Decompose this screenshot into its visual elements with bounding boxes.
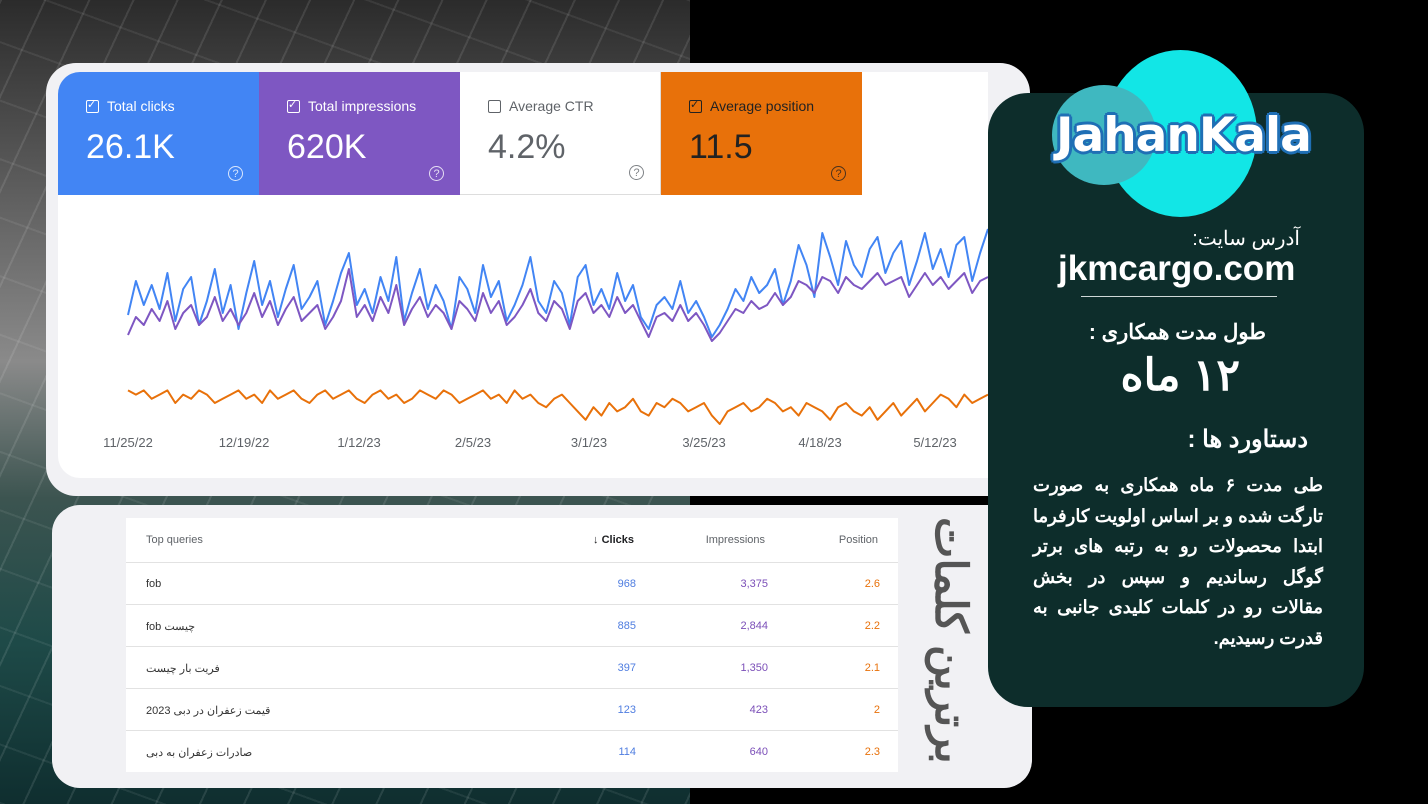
- position-cell: 2.6: [864, 578, 880, 590]
- metric-total-impressions[interactable]: Total impressions 620K ?: [259, 72, 460, 195]
- metric-total-clicks[interactable]: Total clicks 26.1K ?: [58, 72, 259, 195]
- query-cell: fob: [146, 578, 162, 590]
- achievements-label: دستاورد ها :: [1187, 426, 1308, 453]
- header-clicks-label: Clicks: [601, 534, 634, 546]
- metric-value: 4.2%: [488, 128, 566, 166]
- header-top-queries[interactable]: Top queries: [146, 534, 203, 546]
- position-cell: 2.2: [864, 620, 880, 632]
- table-row[interactable]: قیمت زعفران در دبی 2023 123 423 2: [126, 688, 898, 731]
- help-icon[interactable]: ?: [429, 166, 444, 181]
- table-row[interactable]: صادرات زعفران به دبی 114 640 2.3: [126, 730, 898, 773]
- series-line-total-clicks: [127, 228, 988, 338]
- x-tick-label: 3/1/23: [570, 435, 608, 450]
- divider: [1081, 296, 1277, 297]
- x-tick-label: 5/12/23: [913, 435, 957, 450]
- sort-arrow-icon: ↓: [593, 534, 599, 546]
- logo-circle-accent: [1052, 85, 1156, 185]
- impressions-cell: 3,375: [740, 578, 768, 590]
- position-cell: 2.1: [864, 662, 880, 674]
- table-row[interactable]: فریت بار چیست 397 1,350 2.1: [126, 646, 898, 689]
- x-tick-label: 2/5/23: [454, 435, 492, 450]
- metric-label: Average CTR: [509, 98, 594, 114]
- query-cell: fob چیست: [146, 621, 196, 633]
- metric-value: 11.5: [689, 128, 753, 166]
- metric-average-position[interactable]: Average position 11.5 ?: [661, 72, 862, 195]
- help-icon[interactable]: ?: [629, 165, 644, 180]
- x-tick-label: 4/18/23: [798, 435, 842, 450]
- impressions-cell: 423: [749, 704, 768, 716]
- position-cell: 2: [873, 704, 880, 716]
- header-impressions[interactable]: Impressions: [705, 534, 765, 546]
- x-tick-label: 1/12/23: [337, 435, 381, 450]
- performance-chart: 11/25/22 12/19/22 1/12/23 2/5/23 3/1/23 …: [58, 195, 988, 478]
- achievements-description: طی مدت ۶ ماه همکاری به صورت تارگت شده و …: [1033, 475, 1323, 648]
- checkbox-checked-icon[interactable]: [86, 98, 99, 113]
- clicks-cell: 123: [617, 704, 636, 716]
- metric-label: Total impressions: [308, 98, 417, 114]
- metric-value: 620K: [287, 128, 367, 166]
- metric-average-ctr[interactable]: Average CTR 4.2% ?: [460, 72, 661, 195]
- position-cell: 2.3: [864, 746, 880, 758]
- clicks-cell: 114: [618, 746, 636, 758]
- x-tick-label: 12/19/22: [218, 435, 270, 450]
- impressions-cell: 640: [749, 746, 768, 758]
- help-icon[interactable]: ?: [831, 166, 846, 181]
- header-position[interactable]: Position: [838, 534, 878, 546]
- impressions-cell: 2,844: [740, 620, 768, 632]
- table-header: Top queries ↓ Clicks Impressions Positio…: [126, 518, 898, 562]
- metric-label: Average position: [710, 98, 815, 114]
- checkbox-checked-icon[interactable]: [689, 98, 702, 113]
- help-icon[interactable]: ?: [228, 166, 243, 181]
- query-cell: صادرات زعفران به دبی: [146, 747, 253, 759]
- x-tick-label: 11/25/22: [103, 435, 153, 450]
- impressions-cell: 1,350: [740, 662, 768, 674]
- clicks-cell: 968: [617, 578, 636, 590]
- side-title: برترین کلمات: [926, 516, 975, 764]
- metric-value: 26.1K: [86, 128, 175, 166]
- address-label: آدرس سایت:: [1192, 228, 1300, 250]
- checkbox-unchecked-icon[interactable]: [488, 99, 501, 113]
- metric-label: Total clicks: [107, 98, 175, 114]
- chart-svg: [127, 228, 988, 425]
- table-row[interactable]: fob چیست 885 2,844 2.2: [126, 604, 898, 647]
- x-tick-label: 3/25/23: [682, 435, 726, 450]
- series-line-average-position: [127, 389, 988, 425]
- performance-card: Total clicks 26.1K ? Total impressions 6…: [58, 72, 988, 478]
- duration-value: ۱۲ ماه: [1120, 351, 1240, 400]
- header-clicks[interactable]: ↓ Clicks: [593, 534, 634, 546]
- duration-label: طول مدت همکاری :: [1088, 321, 1266, 344]
- brand-logo: JahanKala: [1056, 108, 1312, 163]
- clicks-cell: 885: [617, 620, 636, 632]
- top-queries-table: Top queries ↓ Clicks Impressions Positio…: [126, 518, 898, 772]
- website-address[interactable]: jkmcargo.com: [1058, 249, 1296, 288]
- query-cell: قیمت زعفران در دبی 2023: [146, 705, 271, 717]
- series-line-total-impressions: [127, 268, 988, 342]
- checkbox-checked-icon[interactable]: [287, 98, 300, 113]
- clicks-cell: 397: [617, 662, 636, 674]
- query-cell: فریت بار چیست: [146, 663, 220, 675]
- table-row[interactable]: fob 968 3,375 2.6: [126, 562, 898, 605]
